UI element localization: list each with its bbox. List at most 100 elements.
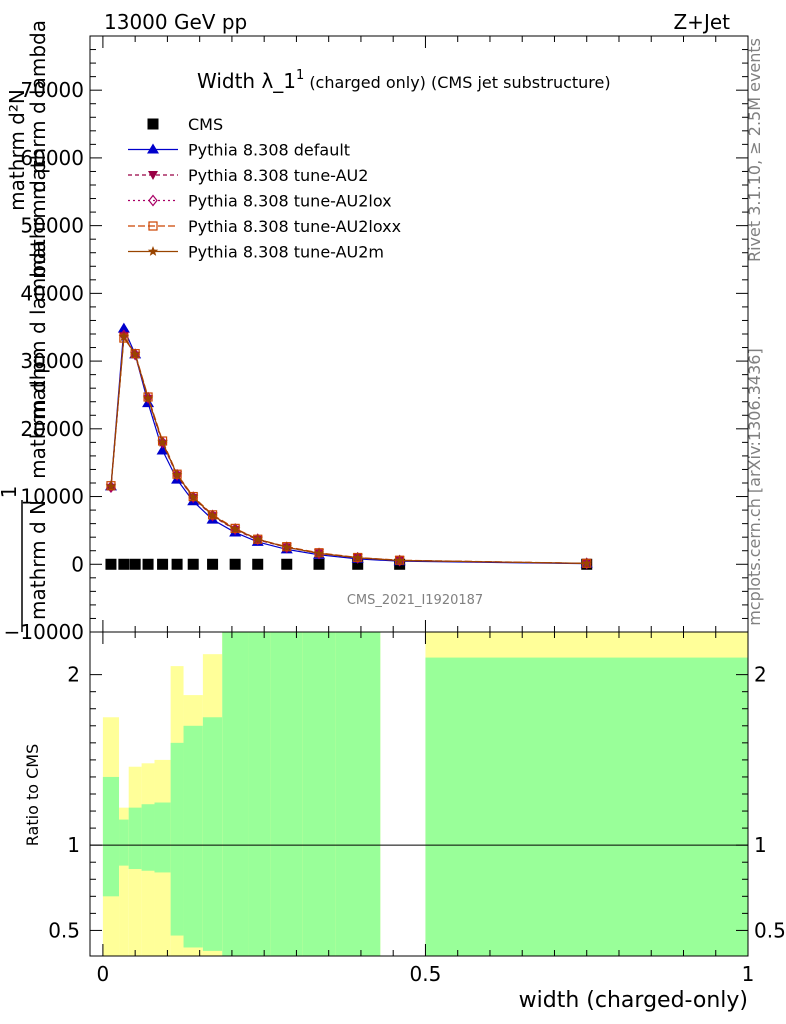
cms-data-point — [281, 558, 293, 570]
series-4 — [106, 333, 592, 568]
ratio-y-axis-label: Ratio to CMS — [23, 744, 42, 846]
cms-data-point — [147, 118, 159, 130]
legend-label: Pythia 8.308 tune-AU2lox — [188, 192, 392, 211]
mc-data-point — [252, 533, 263, 544]
x-axis-label: width (charged-only) — [519, 988, 748, 1013]
main-ylabel-line: mathrm d p — [26, 161, 50, 279]
main-ylabel-line: mathrm d lambda — [26, 240, 50, 420]
ratio-green-band — [302, 632, 336, 956]
main-panel: −10000 0 10000 20000 30000 40000 50000 60000 700… — [4, 35, 749, 644]
chart-title-main: Width λ_1 — [197, 69, 296, 93]
rivet-version-label: Rivet 3.1.10, ≥ 2.5M events — [745, 38, 764, 262]
ratio-green-band — [170, 742, 184, 936]
ratio-ytick-label-right: 1 — [754, 833, 767, 857]
mc-data-point — [129, 348, 141, 359]
mc-data-point — [188, 491, 199, 502]
chart-title: Width λ_11 (charged only) (CMS jet substr… — [197, 68, 611, 93]
mc-data-point — [143, 391, 153, 404]
analysis-watermark: CMS_2021_I1920187 — [347, 593, 483, 608]
mc-data-point — [352, 552, 363, 563]
cms-data-point — [187, 558, 199, 570]
main-ytick-label: 10000 — [20, 485, 84, 509]
legend-label: Pythia 8.308 tune-AU2m — [188, 243, 384, 262]
header-right-label: Z+Jet — [673, 10, 730, 34]
legend-label: Pythia 8.308 default — [188, 141, 350, 160]
ratio-yellow-band — [119, 807, 129, 956]
ratio-ytick-label: 1 — [67, 833, 80, 857]
main-ytick-label: −10000 — [4, 620, 84, 644]
series-3 — [106, 329, 592, 570]
main-ylabel-line: 1 — [0, 486, 21, 499]
mc-data-point — [157, 436, 168, 447]
ratio-green-band — [154, 802, 171, 873]
ratio-ytick-label: 0.5 — [48, 918, 80, 942]
cms-data-point — [207, 558, 219, 570]
main-ylabel-line: mathrm d²N — [5, 89, 29, 211]
mc-data-point — [229, 523, 241, 534]
ratio-ytick-label-right: 0.5 — [754, 918, 786, 942]
mc-data-point — [313, 547, 325, 558]
main-ytick-label: 20000 — [20, 417, 84, 441]
cms-data-point — [352, 558, 364, 570]
ratio-green-band — [335, 632, 381, 956]
mc-data-point — [118, 331, 130, 342]
series-2 — [105, 332, 592, 569]
main-ylabel-line: mathrm d lambda — [26, 20, 50, 200]
main-ytick-label: 50000 — [20, 214, 84, 238]
series-5 — [105, 331, 592, 568]
mc-data-point — [117, 322, 130, 333]
cms-data-point — [105, 558, 117, 570]
ratio-ytick-label-right: 2 — [754, 663, 767, 687]
legend-label: CMS — [188, 115, 223, 134]
ratio-bands — [102, 632, 748, 956]
cms-data-point — [252, 558, 264, 570]
mc-data-point — [142, 392, 154, 403]
cms-data-point — [129, 558, 141, 570]
ratio-green-band — [141, 804, 155, 871]
ratio-ytick-label: 2 — [67, 663, 80, 687]
mc-data-point — [147, 143, 159, 154]
ratio-green-band — [202, 717, 223, 951]
main-ylabel-line: mathrm d N — [26, 500, 50, 620]
ratio-green-band — [222, 632, 249, 956]
mc-data-point — [148, 194, 158, 207]
cms-data-point — [313, 558, 325, 570]
legend-label: Pythia 8.308 tune-AU2loxx — [188, 217, 401, 236]
mc-data-point — [581, 557, 592, 568]
ratio-green-band — [102, 776, 120, 897]
series-line — [110, 334, 587, 564]
mc-data-point — [105, 480, 117, 491]
cms-data-point — [118, 558, 130, 570]
series-line — [110, 336, 587, 564]
series-line — [110, 328, 587, 565]
series-line — [110, 333, 587, 564]
mc-data-point — [148, 171, 158, 180]
mc-data-point — [207, 510, 218, 520]
main-ylabel-line: mathrm d p — [26, 361, 50, 479]
ratio-green-band — [425, 657, 748, 956]
cms-data-point — [157, 558, 169, 570]
main-ytick-label: 60000 — [20, 146, 84, 170]
cms-data-point — [229, 558, 241, 570]
ratio-xtick-label: 0 — [97, 962, 110, 986]
cms-data-point — [142, 558, 154, 570]
header-left-label: 13000 GeV pp — [104, 10, 247, 34]
mc-data-point — [171, 469, 183, 480]
mcplots-label: mcplots.cern.ch [arXiv:1306.3436] — [745, 348, 764, 625]
mc-data-point — [148, 221, 158, 231]
main-ytick-label: 30000 — [20, 349, 84, 373]
ratio-green-band — [248, 632, 271, 956]
chart-title-sup: 1 — [296, 68, 304, 83]
main-ytick-label: 70000 — [20, 78, 84, 102]
series-line — [110, 334, 587, 564]
mc-data-point — [281, 541, 292, 552]
mc-data-point — [156, 444, 169, 455]
legend: CMS Pythia 8.308 default Pythia 8.308 tune… — [128, 115, 401, 262]
ratio-xtick-label: 1 — [742, 962, 755, 986]
chart-title-rest: (charged only) (CMS jet substructure) — [309, 73, 610, 92]
ratio-green-band — [183, 725, 203, 948]
mc-data-point — [394, 555, 405, 565]
